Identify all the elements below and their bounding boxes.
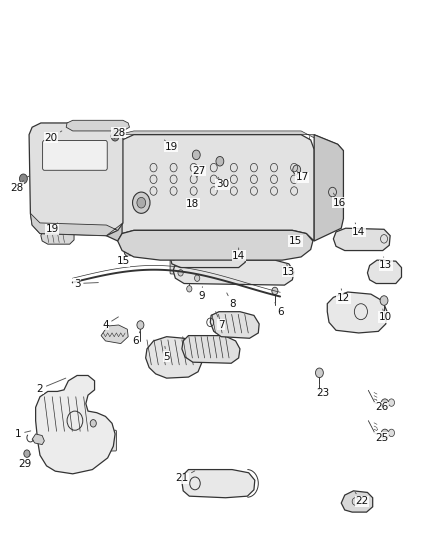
Text: 16: 16 (332, 193, 346, 208)
Circle shape (137, 197, 146, 208)
Text: 4: 4 (102, 317, 118, 330)
Text: 27: 27 (193, 166, 206, 177)
Polygon shape (118, 230, 313, 260)
Text: 9: 9 (198, 287, 205, 301)
Circle shape (272, 287, 278, 295)
Circle shape (287, 229, 295, 238)
Circle shape (187, 286, 192, 292)
Circle shape (315, 368, 323, 377)
Polygon shape (41, 229, 74, 244)
Text: 5: 5 (163, 346, 170, 362)
Text: 22: 22 (355, 492, 369, 506)
Text: 14: 14 (352, 223, 365, 237)
Polygon shape (29, 123, 123, 236)
Polygon shape (367, 260, 402, 284)
FancyBboxPatch shape (102, 430, 117, 451)
FancyBboxPatch shape (42, 141, 107, 170)
Circle shape (24, 450, 30, 457)
Text: 18: 18 (186, 199, 199, 209)
Text: 8: 8 (227, 293, 235, 309)
Text: 7: 7 (215, 312, 225, 330)
Polygon shape (118, 135, 314, 241)
Circle shape (111, 132, 119, 141)
Text: 20: 20 (44, 131, 62, 143)
Circle shape (192, 150, 200, 160)
Text: 12: 12 (337, 289, 350, 303)
Polygon shape (35, 375, 115, 474)
Polygon shape (101, 325, 128, 344)
Circle shape (178, 270, 183, 276)
Text: 26: 26 (375, 399, 388, 413)
Polygon shape (30, 213, 123, 236)
Text: 13: 13 (379, 257, 392, 270)
Circle shape (380, 296, 388, 305)
Text: 29: 29 (18, 454, 32, 469)
Text: 15: 15 (117, 253, 130, 266)
Text: 21: 21 (175, 471, 195, 483)
Circle shape (90, 419, 96, 427)
Text: 2: 2 (37, 378, 66, 394)
Text: 6: 6 (275, 303, 283, 317)
Polygon shape (170, 246, 246, 268)
Circle shape (381, 429, 389, 439)
Circle shape (216, 157, 224, 166)
Text: 1: 1 (15, 429, 31, 439)
Circle shape (137, 321, 144, 329)
Polygon shape (210, 312, 259, 338)
Polygon shape (146, 337, 201, 378)
Polygon shape (341, 491, 373, 512)
Circle shape (389, 399, 395, 406)
Polygon shape (314, 135, 343, 241)
Text: 13: 13 (282, 264, 296, 277)
Text: 14: 14 (232, 248, 245, 261)
Circle shape (133, 192, 150, 213)
Circle shape (389, 429, 395, 437)
Circle shape (194, 275, 200, 281)
Polygon shape (32, 434, 44, 445)
Polygon shape (150, 143, 183, 158)
Text: 23: 23 (316, 384, 329, 398)
Circle shape (293, 165, 300, 174)
Polygon shape (182, 470, 255, 498)
Text: 19: 19 (164, 140, 177, 152)
Text: 28: 28 (112, 127, 125, 139)
Text: 28: 28 (11, 180, 24, 193)
Polygon shape (88, 135, 122, 241)
Text: 17: 17 (295, 171, 309, 182)
Text: 3: 3 (74, 279, 99, 288)
Text: 15: 15 (289, 236, 302, 246)
Circle shape (19, 174, 27, 183)
Polygon shape (182, 336, 240, 364)
FancyBboxPatch shape (170, 256, 187, 274)
Circle shape (328, 187, 336, 197)
Text: 30: 30 (216, 177, 229, 189)
Text: 19: 19 (46, 223, 59, 235)
Polygon shape (333, 228, 390, 251)
Text: 10: 10 (378, 309, 392, 322)
Polygon shape (92, 131, 343, 151)
Polygon shape (327, 292, 387, 333)
Circle shape (124, 247, 132, 256)
Circle shape (381, 399, 389, 408)
Polygon shape (66, 120, 130, 131)
Text: 25: 25 (375, 429, 388, 443)
Text: 6: 6 (133, 330, 141, 346)
Polygon shape (173, 260, 294, 285)
